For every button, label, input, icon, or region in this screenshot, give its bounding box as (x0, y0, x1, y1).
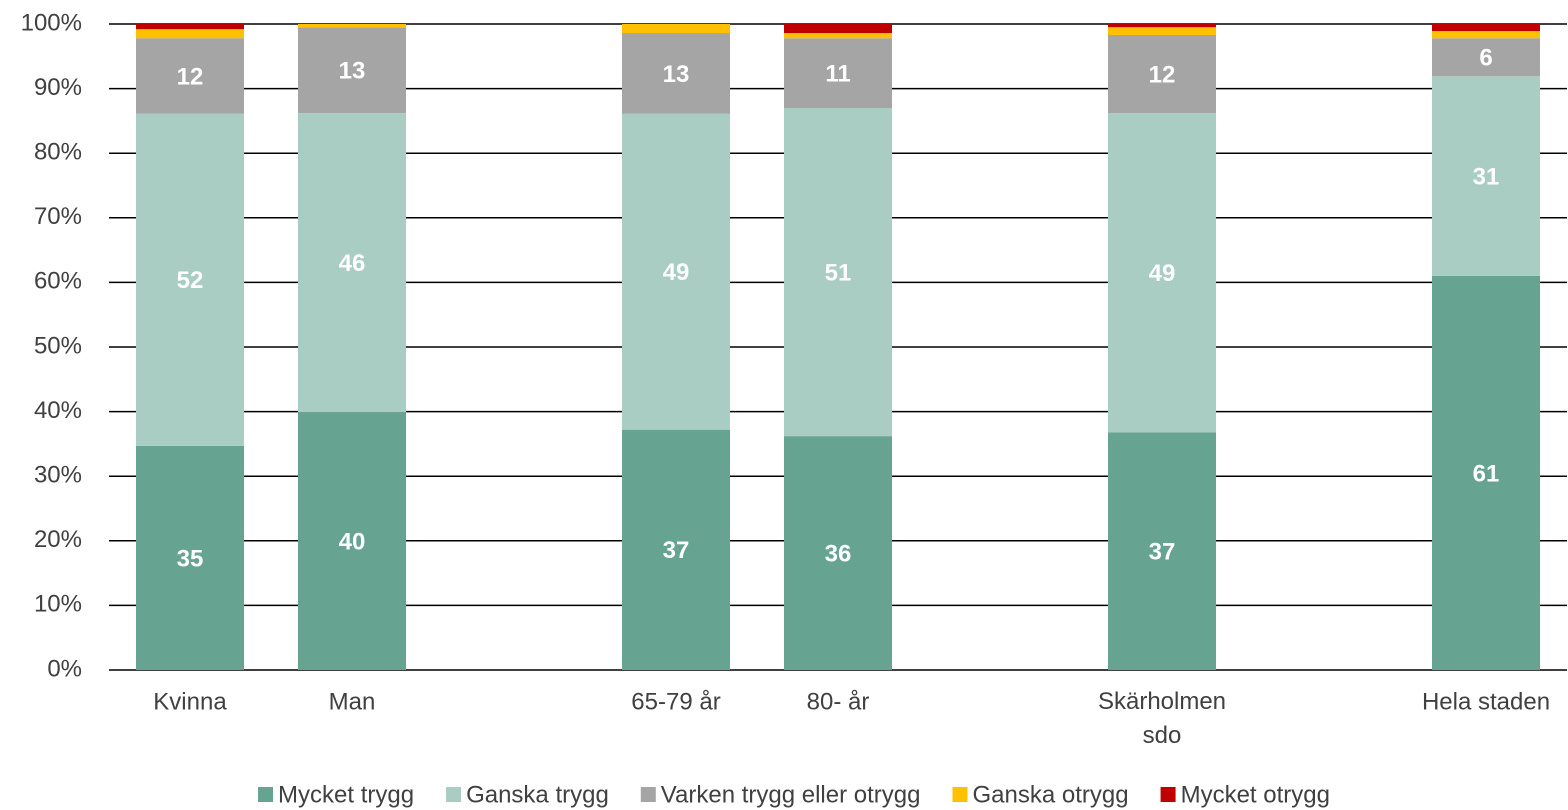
legend-swatch (258, 787, 274, 802)
data-label: 37 (663, 537, 690, 564)
y-tick-label: 0% (47, 655, 82, 682)
legend-label: Ganska trygg (466, 781, 609, 808)
data-label: 52 (177, 267, 204, 294)
y-tick-label: 90% (34, 74, 82, 101)
legend-swatch (1160, 787, 1176, 802)
bar-segment (1108, 113, 1216, 433)
data-label: 11 (825, 60, 850, 87)
bar-segment (622, 33, 730, 114)
y-tick-label: 70% (34, 203, 82, 230)
x-tick-label: 65-79 år (631, 688, 720, 715)
bar-segment (298, 113, 406, 413)
data-label: 12 (1149, 61, 1176, 88)
bar-segment (1108, 432, 1216, 670)
data-label: 49 (663, 259, 690, 286)
bar-segment (622, 24, 730, 34)
data-label: 40 (339, 528, 366, 555)
legend-label: Ganska otrygg (972, 781, 1128, 808)
x-tick-label: Hela staden (1422, 688, 1550, 715)
data-label: 49 (1149, 260, 1176, 287)
y-tick-label: 80% (34, 139, 82, 166)
data-label: 35 (177, 545, 204, 572)
bar-segment (136, 445, 244, 670)
bar-segment (298, 24, 406, 28)
y-tick-label: 50% (34, 332, 82, 359)
legend-label: Mycket trygg (278, 781, 414, 808)
y-tick-label: 60% (34, 268, 82, 295)
bar-segment (1108, 27, 1216, 35)
y-tick-label: 10% (34, 591, 82, 618)
data-label: 6 (1479, 45, 1492, 72)
data-label: 13 (339, 58, 366, 85)
x-tick-label: Man (329, 688, 376, 715)
bar-segment (1432, 76, 1540, 276)
y-tick-label: 100% (21, 9, 82, 36)
data-label: 46 (339, 250, 366, 277)
bar-segment (1432, 275, 1540, 670)
data-label: 12 (177, 63, 204, 90)
bar-segment (1432, 38, 1540, 77)
bar-segment (136, 24, 244, 30)
bar-segment (136, 113, 244, 446)
legend-label: Mycket otrygg (1181, 781, 1330, 808)
legend: Mycket trygg Ganska trygg Varken trygg ell… (258, 781, 1330, 808)
x-tick-label: Skärholmen sdo (1098, 688, 1226, 749)
bar-segment (1108, 34, 1216, 114)
y-tick-label: 40% (34, 397, 82, 424)
data-label: 51 (825, 259, 852, 286)
bar-segment (1432, 31, 1540, 39)
legend-swatch (640, 787, 656, 802)
data-label: 36 (825, 540, 852, 567)
bar-segment (784, 33, 892, 39)
bar-segment (298, 27, 406, 114)
x-tick-label: Kvinna (153, 688, 227, 715)
bar-segment (298, 412, 406, 670)
data-label: 13 (663, 61, 690, 88)
legend-swatch (952, 787, 968, 802)
bar-segment (784, 436, 892, 670)
data-label: 31 (1473, 163, 1500, 190)
data-label: 61 (1473, 460, 1500, 487)
x-tick-label: 80- år (807, 688, 870, 715)
bar-segment (1108, 24, 1216, 28)
bar-segment (136, 38, 244, 114)
bar-segment (784, 107, 892, 437)
y-tick-label: 20% (34, 526, 82, 553)
y-tick-label: 30% (34, 462, 82, 489)
legend-label: Varken trygg eller otrygg (661, 781, 921, 808)
bar-segment (622, 113, 730, 430)
data-label: 37 (1149, 538, 1176, 565)
bar-segment (622, 429, 730, 670)
bar-segment (784, 38, 892, 108)
bar-segment (1432, 24, 1540, 32)
bar-segment (784, 24, 892, 34)
bar-segment (136, 29, 244, 39)
legend-swatch (446, 787, 462, 802)
